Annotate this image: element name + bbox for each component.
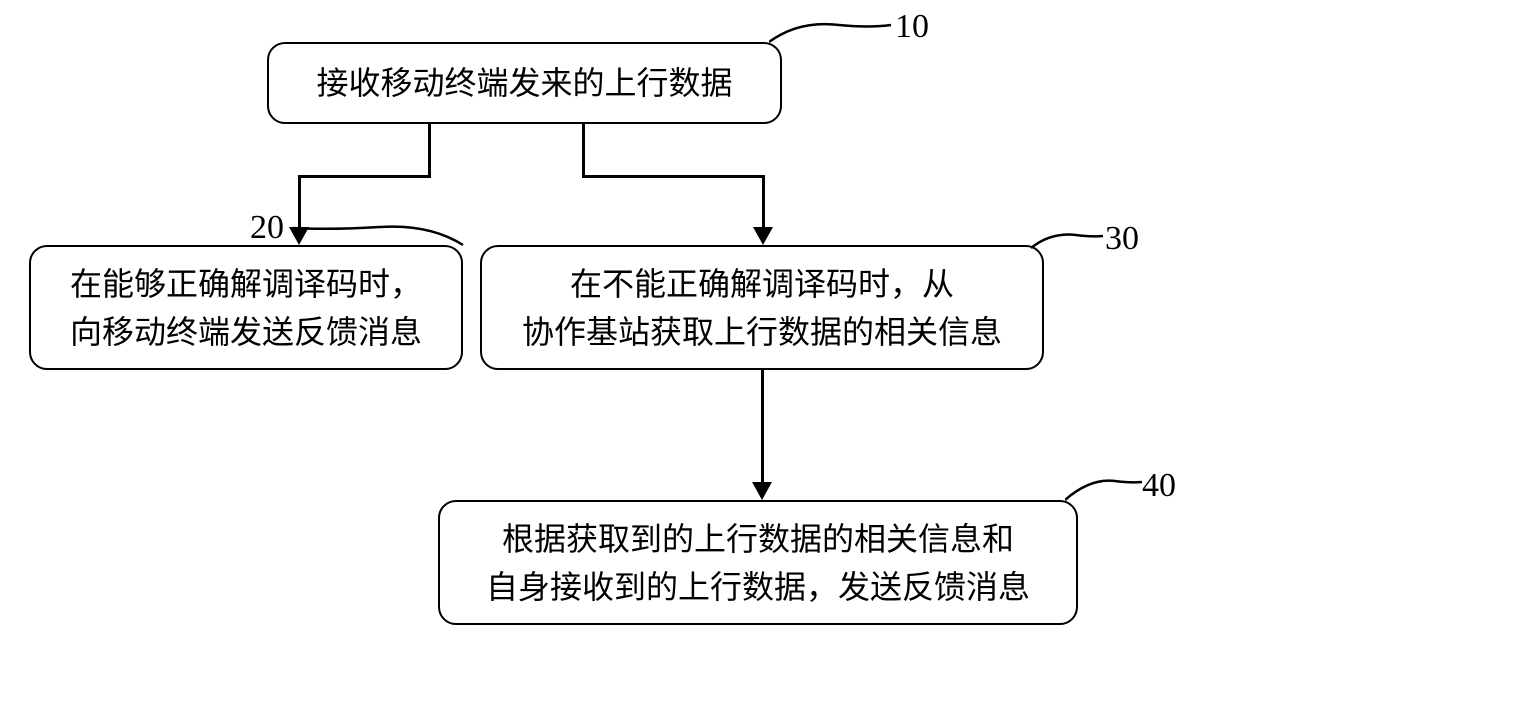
edge-30-to-40-arrow: [752, 482, 772, 500]
callout-40: [1065, 478, 1145, 506]
callout-20: [290, 222, 470, 252]
flowchart-node-20: 在能够正确解调译码时， 向移动终端发送反馈消息: [29, 245, 463, 370]
edge-30-to-40-seg1: [761, 370, 764, 486]
flowchart-node-30: 在不能正确解调译码时，从 协作基站获取上行数据的相关信息: [480, 245, 1044, 370]
flowchart-node-10: 接收移动终端发来的上行数据: [267, 42, 782, 124]
edge-10-to-20-seg1: [428, 124, 431, 177]
node-40-label: 40: [1142, 467, 1176, 505]
flowchart-node-40: 根据获取到的上行数据的相关信息和 自身接收到的上行数据，发送反馈消息: [438, 500, 1078, 625]
node-20-label: 20: [250, 209, 284, 247]
callout-10: [769, 20, 894, 50]
node-10-label: 10: [895, 8, 929, 46]
node-10-text: 接收移动终端发来的上行数据: [316, 59, 732, 107]
node-40-text: 根据获取到的上行数据的相关信息和 自身接收到的上行数据，发送反馈消息: [486, 515, 1030, 611]
node-30-text: 在不能正确解调译码时，从 协作基站获取上行数据的相关信息: [522, 260, 1002, 356]
edge-10-to-20-seg2: [298, 175, 431, 178]
edge-10-to-30-seg2: [582, 175, 765, 178]
edge-10-to-30-seg1: [582, 124, 585, 177]
node-30-label: 30: [1105, 220, 1139, 258]
edge-10-to-30-seg3: [762, 176, 765, 231]
edge-10-to-30-arrow: [753, 227, 773, 245]
node-20-text: 在能够正确解调译码时， 向移动终端发送反馈消息: [70, 260, 422, 356]
callout-30: [1031, 232, 1106, 254]
